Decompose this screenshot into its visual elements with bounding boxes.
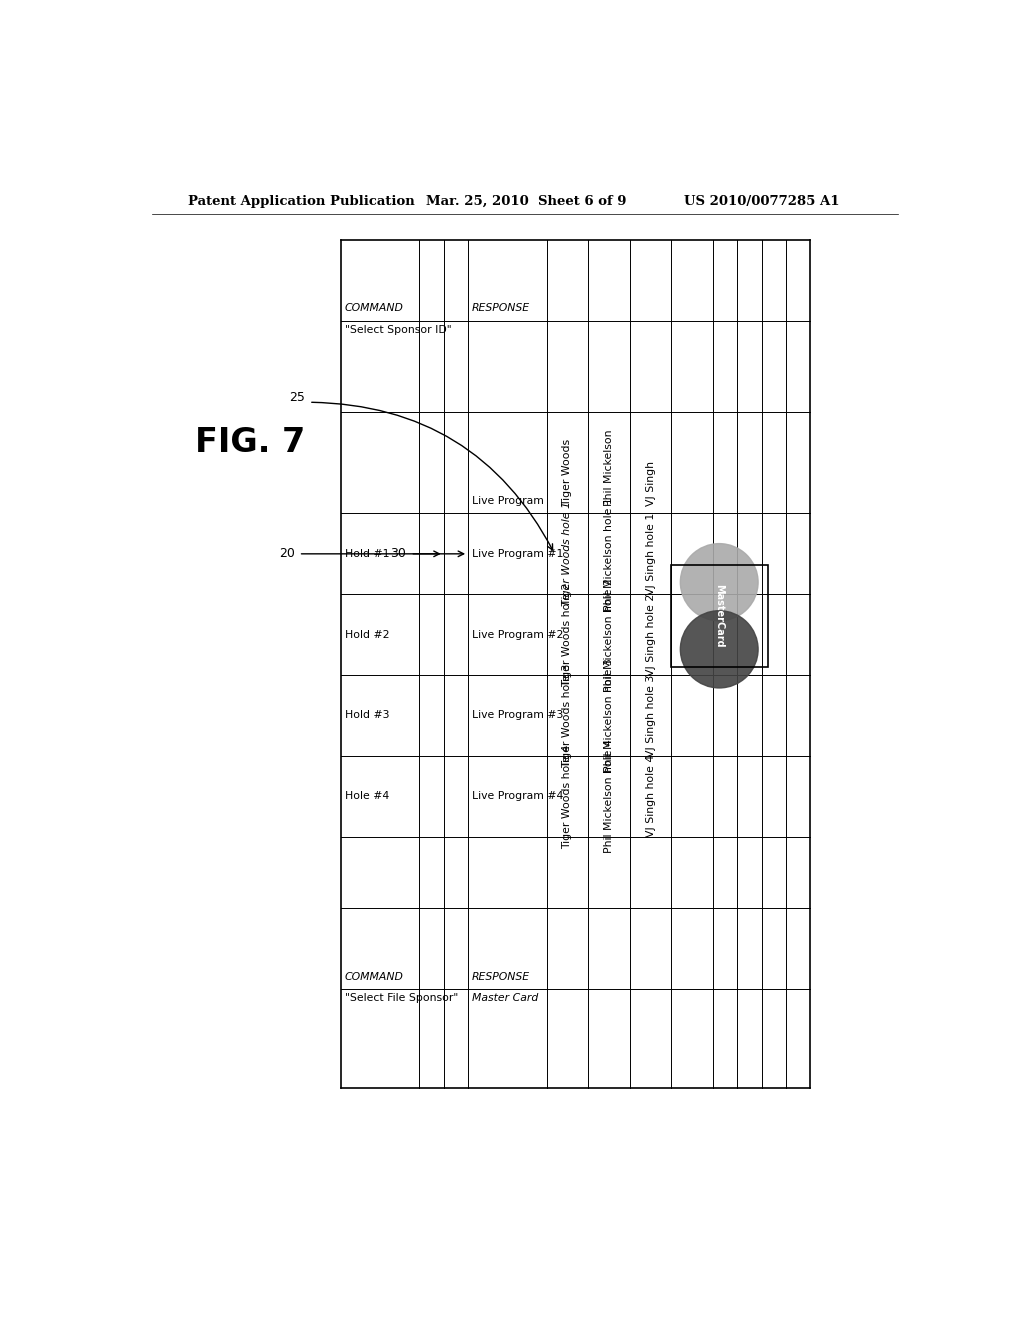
Ellipse shape (680, 544, 758, 620)
Text: Phil Mickelson hole 2: Phil Mickelson hole 2 (604, 578, 614, 692)
Text: Tiger Woods hole 1: Tiger Woods hole 1 (562, 502, 572, 606)
Text: Master Card: Master Card (472, 993, 539, 1003)
Text: VJ Singh hole 4: VJ Singh hole 4 (646, 755, 655, 837)
Text: Patent Application Publication: Patent Application Publication (187, 194, 415, 207)
Text: 30: 30 (390, 548, 406, 560)
Text: Mar. 25, 2010  Sheet 6 of 9: Mar. 25, 2010 Sheet 6 of 9 (426, 194, 626, 207)
Text: Phil Mickelson hole 1: Phil Mickelson hole 1 (604, 496, 614, 611)
Text: Tiger Woods hole 4: Tiger Woods hole 4 (562, 744, 572, 849)
Text: Live Program #1: Live Program #1 (472, 549, 563, 558)
Text: Hole #4: Hole #4 (345, 791, 389, 801)
Text: Hold #2: Hold #2 (345, 630, 389, 640)
Text: Tiger Woods hole 2: Tiger Woods hole 2 (562, 582, 572, 686)
Text: MasterCard: MasterCard (714, 583, 724, 648)
Text: US 2010/0077285 A1: US 2010/0077285 A1 (684, 194, 839, 207)
Text: RESPONSE: RESPONSE (472, 972, 530, 982)
Text: 20: 20 (279, 548, 295, 560)
Text: Tiger Woods: Tiger Woods (562, 440, 572, 507)
Text: Hold #3: Hold #3 (345, 710, 389, 721)
Bar (671, 565, 768, 667)
Text: Hold #1: Hold #1 (345, 549, 389, 558)
Text: "Select File Sponsor": "Select File Sponsor" (345, 993, 458, 1003)
Ellipse shape (680, 611, 758, 688)
Text: FIG. 7: FIG. 7 (196, 426, 306, 459)
Text: VJ Singh: VJ Singh (646, 461, 655, 507)
Text: Phil Mickelson hole 3: Phil Mickelson hole 3 (604, 659, 614, 772)
Text: Phil Mickelson: Phil Mickelson (604, 430, 614, 507)
Text: COMMAND: COMMAND (345, 972, 403, 982)
Text: Live Program #4: Live Program #4 (472, 791, 563, 801)
Text: 25: 25 (289, 391, 305, 404)
Text: Phil Mickelson hole 4: Phil Mickelson hole 4 (604, 739, 614, 853)
Text: "Select Sponsor ID": "Select Sponsor ID" (345, 325, 452, 334)
Text: Tiger Woods hole 3: Tiger Woods hole 3 (562, 664, 572, 768)
Text: VJ Singh hole 3: VJ Singh hole 3 (646, 675, 655, 756)
Text: Live Program #3: Live Program #3 (472, 710, 563, 721)
Text: COMMAND: COMMAND (345, 304, 403, 313)
Text: Live Program: Live Program (472, 496, 544, 507)
Text: VJ Singh hole 2: VJ Singh hole 2 (646, 594, 655, 676)
Text: VJ Singh hole 1: VJ Singh hole 1 (646, 512, 655, 595)
Text: RESPONSE: RESPONSE (472, 304, 530, 313)
Text: Live Program #2: Live Program #2 (472, 630, 563, 640)
